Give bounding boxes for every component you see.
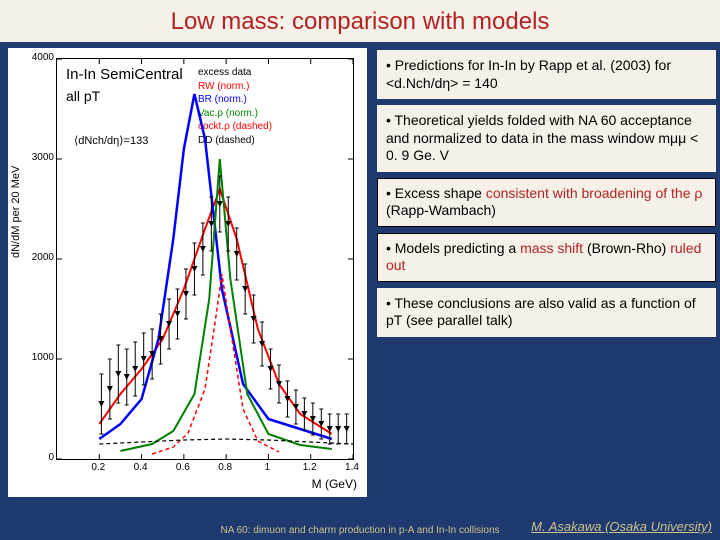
x-tick: 0.6 xyxy=(168,462,198,473)
x-tick: 1 xyxy=(252,462,282,473)
y-tick: 2000 xyxy=(26,252,54,263)
content-row: dN/dM per 20 MeV In-In SemiCentral all p… xyxy=(0,42,720,497)
bullet-5: • These conclusions are also valid as a … xyxy=(377,288,716,337)
x-tick: 1.4 xyxy=(337,462,367,473)
x-tick: 1.2 xyxy=(295,462,325,473)
bullet-1: • Predictions for In-In by Rapp et al. (… xyxy=(377,50,716,99)
footer-left: NA 60: dimuon and charm production in p-… xyxy=(220,525,499,536)
bullet-4-mid: (Brown-Rho) xyxy=(583,240,670,256)
y-tick: 0 xyxy=(26,452,54,463)
bullet-4: • Models predicting a mass shift (Brown-… xyxy=(377,233,716,282)
y-tick: 4000 xyxy=(26,52,54,63)
bullet-column: • Predictions for In-In by Rapp et al. (… xyxy=(367,42,720,497)
bullet-4-highlight-1: mass shift xyxy=(520,240,583,256)
x-tick: 0.2 xyxy=(83,462,113,473)
footer-right: M. Asakawa (Osaka University) xyxy=(531,519,712,534)
footer: NA 60: dimuon and charm production in p-… xyxy=(0,525,720,536)
x-tick: 0.8 xyxy=(210,462,240,473)
slide-title: Low mass: comparison with models xyxy=(0,0,720,42)
y-axis-label: dN/dM per 20 MeV xyxy=(10,166,22,258)
y-tick: 1000 xyxy=(26,352,54,363)
bullet-3-highlight: consistent with broadening of the ρ xyxy=(486,185,703,201)
y-tick: 3000 xyxy=(26,152,54,163)
bullet-3-pre: • Excess shape xyxy=(386,185,486,201)
bullet-4-pre: • Models predicting a xyxy=(386,240,520,256)
x-tick: 0.4 xyxy=(126,462,156,473)
plot-frame xyxy=(56,58,354,460)
x-axis-label: M (GeV) xyxy=(312,477,357,491)
bullet-3-post: (Rapp-Wambach) xyxy=(386,202,496,218)
bullet-3: • Excess shape consistent with broadenin… xyxy=(377,178,716,227)
chart-panel: dN/dM per 20 MeV In-In SemiCentral all p… xyxy=(8,48,367,497)
bullet-2: • Theoretical yields folded with NA 60 a… xyxy=(377,105,716,172)
plot-svg xyxy=(57,59,353,459)
